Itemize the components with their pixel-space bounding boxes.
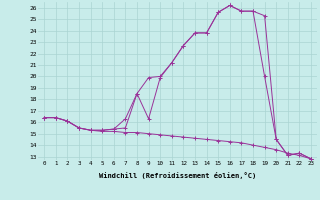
X-axis label: Windchill (Refroidissement éolien,°C): Windchill (Refroidissement éolien,°C) <box>99 172 256 179</box>
